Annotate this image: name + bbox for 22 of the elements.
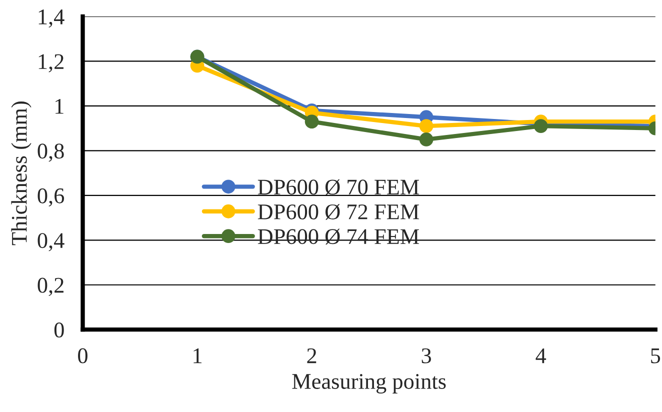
point <box>534 119 548 134</box>
y-tick-label: 1 <box>56 98 64 114</box>
y-tick-label: 1,2 <box>38 54 64 72</box>
y-tick-label: 0,6 <box>38 188 64 207</box>
x-tick-label: 1 <box>194 348 202 364</box>
x-tick-label: 0 <box>78 348 88 364</box>
legend-label: DP600 Ø 72 FEM <box>258 204 420 220</box>
point <box>419 132 434 146</box>
x-tick-label: 5 <box>651 348 660 364</box>
y-tick-label: 0,8 <box>38 144 64 162</box>
x-axis-title: Measuring points <box>292 374 446 394</box>
y-tick-label: 1,4 <box>38 10 64 28</box>
point <box>304 114 319 129</box>
x-tick-label: 2 <box>307 348 316 364</box>
y-tick-label: 0,4 <box>38 233 64 252</box>
y-tick-label: 0 <box>54 322 64 338</box>
x-tick-label: 3 <box>422 348 432 364</box>
legend-label: DP600 Ø 70 FEM <box>258 179 420 196</box>
y-axis-title: Thickness (mm) <box>11 102 32 246</box>
point <box>419 119 434 134</box>
y-tick-label: 0,2 <box>38 278 64 296</box>
x-tick-label: 4 <box>536 348 546 364</box>
